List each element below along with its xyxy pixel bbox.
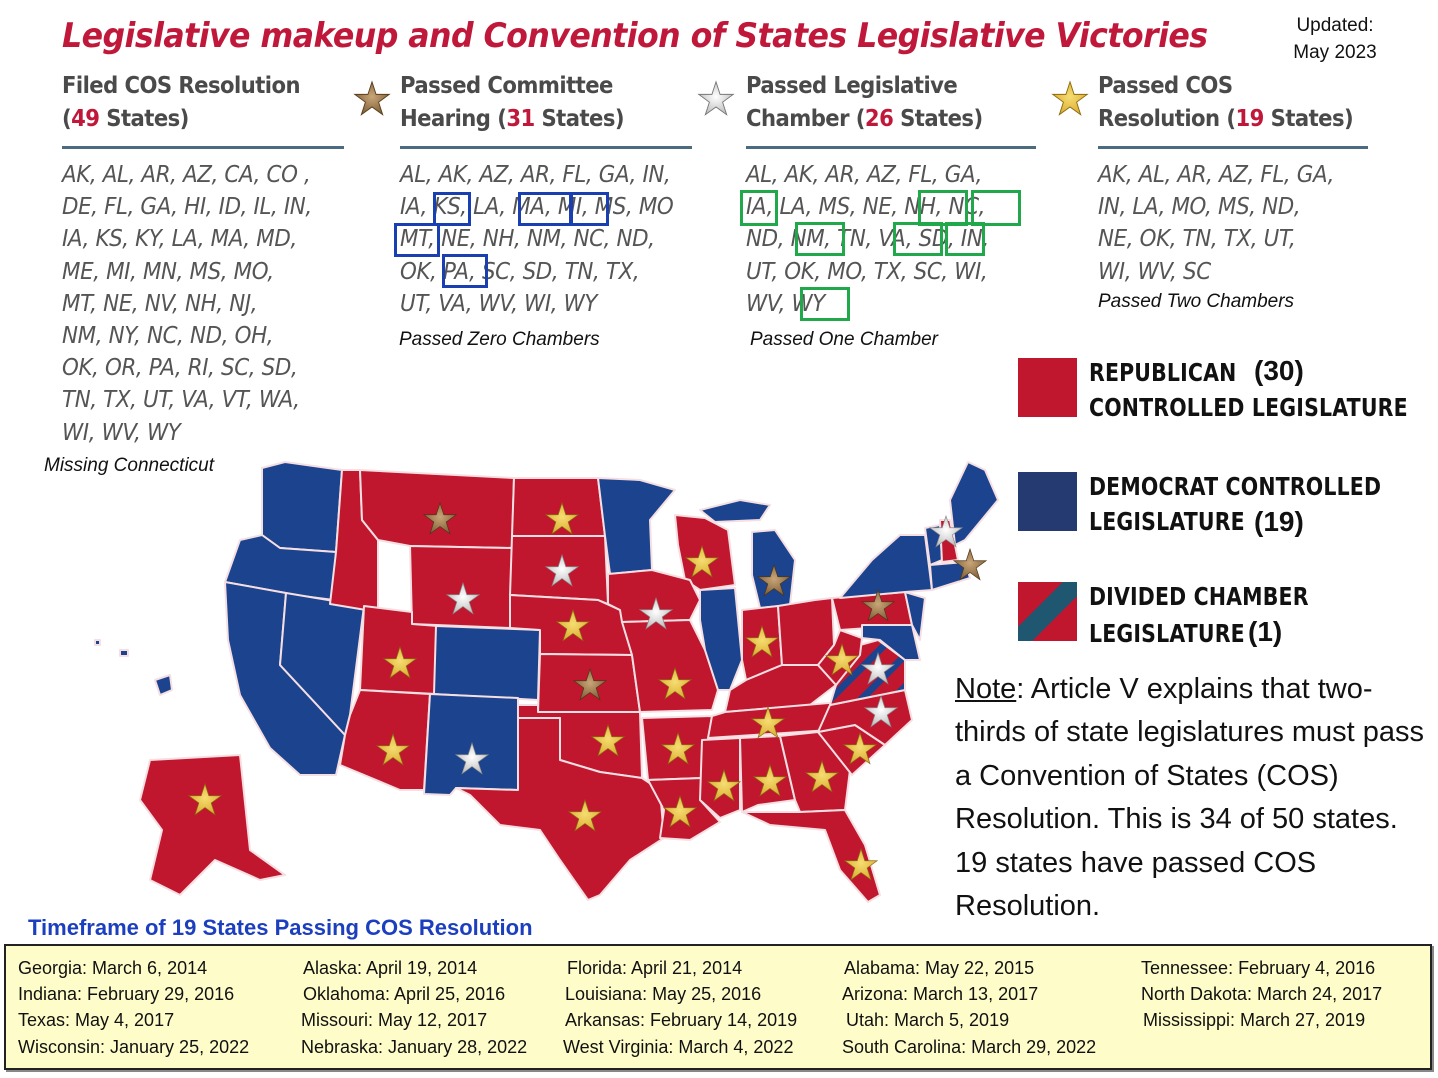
article-v-note: Note: Article V explains that two-thirds… [955, 668, 1425, 928]
state-ny [839, 534, 933, 599]
republican-swatch [1018, 358, 1077, 417]
state-wa [261, 461, 343, 553]
count: 19 [1235, 106, 1264, 132]
silver-star-icon [696, 80, 736, 120]
highlight-nm [795, 222, 845, 256]
highlight-va [893, 222, 943, 256]
democrat-count: (19) [1254, 506, 1304, 537]
highlight-ma [518, 192, 572, 226]
gold-star-icon [1050, 80, 1090, 120]
state-hi [94, 639, 173, 696]
heading-rule [746, 146, 1036, 149]
column-committee: Passed Committee Hearing (31 States) AL,… [400, 70, 692, 320]
highlight-sd [945, 222, 985, 256]
heading-rule [62, 146, 344, 149]
count: 31 [506, 106, 535, 132]
highlight-nc [971, 190, 1021, 226]
state-tx [455, 717, 665, 901]
state-wy [409, 545, 513, 629]
one-chamber-note: Passed One Chamber [750, 329, 938, 350]
state-mn [597, 477, 676, 575]
note-label: Note [955, 673, 1017, 705]
state-nm [423, 693, 519, 796]
highlight-ks [433, 192, 471, 226]
count: 26 [864, 106, 894, 132]
state-mt [359, 469, 515, 549]
state-fl [741, 809, 881, 903]
divided-count: (1) [1248, 616, 1283, 647]
state-il [699, 587, 743, 691]
divided-swatch [1018, 582, 1077, 641]
bronze-star-icon [352, 80, 392, 120]
column-heading: Passed Committee Hearing (31 States) [400, 73, 625, 132]
democrat-swatch [1018, 472, 1077, 531]
missing-note: Missing Connecticut [44, 455, 215, 476]
column-passed: Passed COS Resolution (19 States) AK, AL… [1098, 70, 1368, 288]
timeframe-title: Timeframe of 19 States Passing COS Resol… [28, 915, 533, 940]
state-list: AK, AL, AR, AZ, CA, CO , DE, FL, GA, HI,… [62, 162, 312, 446]
state-list: AL, AK, AZ, AR, FL, GA, IN, IA, KS, LA, … [400, 162, 674, 317]
column-filed: Filed COS Resolution (49 States) AK, AL,… [62, 70, 344, 449]
column-chamber: Passed Legislative Chamber (26 States) A… [746, 70, 1036, 320]
highlight-ia [740, 190, 778, 226]
heading-rule [1098, 146, 1368, 149]
heading-rule [400, 146, 692, 149]
highlight-mt [394, 223, 440, 257]
state-az [339, 689, 431, 791]
state-ms [699, 737, 741, 819]
column-heading: Passed COS Resolution (19 States) [1098, 73, 1354, 132]
state-wi [674, 514, 736, 591]
state-md-de-nj [861, 591, 926, 661]
updated-date: May 2023 [1293, 42, 1377, 63]
highlight-mi [570, 192, 609, 226]
state-ma-ct-ri [929, 561, 971, 591]
two-chambers-note: Passed Two Chambers [1098, 291, 1295, 312]
highlight-wy [800, 287, 850, 321]
column-heading: Passed Legislative Chamber (26 States) [746, 73, 983, 132]
count: 49 [71, 106, 100, 132]
state-me [949, 461, 999, 546]
state-list: AK, AL, AR, AZ, FL, GA, IN, LA, MO, MS, … [1098, 162, 1335, 285]
page-title: Legislative makeup and Convention of Sta… [62, 16, 1208, 56]
updated-stamp: Updated: May 2023 [1280, 12, 1390, 66]
timeframe-table: Georgia: March 6, 2014 Alaska: April 19,… [4, 944, 1432, 1070]
column-heading: Filed COS Resolution (49 States) [62, 73, 301, 132]
state-list: AL, AK, AR, AZ, FL, GA, IA, LA, MS, NE, … [746, 162, 989, 317]
zero-chambers-note: Passed Zero Chambers [399, 329, 600, 350]
us-map [94, 461, 999, 903]
state-mo [621, 619, 719, 713]
highlight-pa [442, 254, 488, 288]
state-ak [139, 754, 286, 896]
note-text: : Article V explains that two-thirds of … [955, 673, 1425, 923]
republican-count: (30) [1254, 355, 1304, 386]
highlight-nh [918, 190, 968, 226]
state-co [433, 625, 541, 701]
updated-label: Updated: [1296, 15, 1374, 36]
